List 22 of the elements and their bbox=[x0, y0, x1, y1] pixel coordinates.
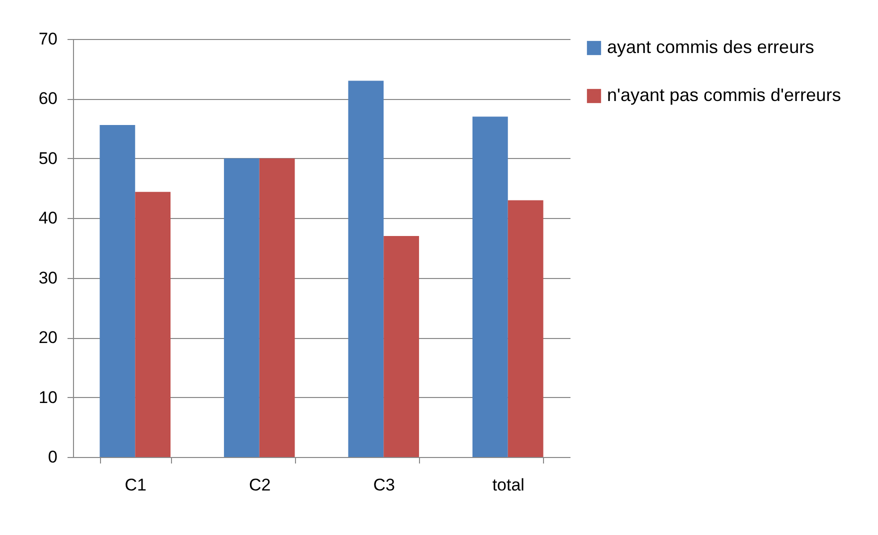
y-tick-label: 30 bbox=[38, 268, 58, 288]
bar bbox=[135, 192, 171, 457]
bar bbox=[472, 116, 508, 457]
bar bbox=[100, 124, 136, 457]
y-tick-label: 20 bbox=[38, 328, 58, 348]
x-tick-label: C1 bbox=[124, 476, 146, 494]
x-tick-label: C2 bbox=[249, 476, 271, 494]
legend-label: ayant commis des erreurs bbox=[607, 37, 814, 57]
y-tick-label: 40 bbox=[38, 208, 58, 228]
bar bbox=[508, 200, 544, 457]
bar bbox=[259, 158, 295, 457]
y-tick-label: 10 bbox=[38, 388, 58, 407]
y-tick-label: 60 bbox=[38, 89, 58, 108]
y-tick-label: 0 bbox=[48, 448, 58, 466]
y-tick-label: 70 bbox=[38, 30, 58, 48]
bar bbox=[384, 236, 420, 457]
bar bbox=[224, 158, 260, 457]
y-tick-label: 50 bbox=[38, 148, 58, 168]
legend-label: n'ayant pas commis d'erreurs bbox=[607, 85, 841, 105]
x-tick-label: C3 bbox=[373, 476, 395, 494]
bar bbox=[348, 80, 384, 457]
x-tick-label: total bbox=[492, 476, 524, 494]
